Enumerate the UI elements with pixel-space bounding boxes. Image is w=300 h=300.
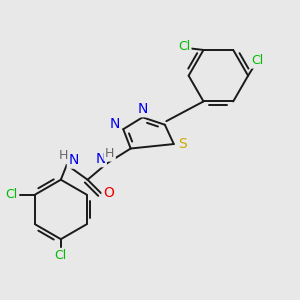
Text: H: H: [105, 147, 115, 161]
Text: S: S: [178, 137, 187, 151]
Text: O: O: [103, 186, 114, 200]
Text: N: N: [137, 102, 148, 116]
Text: Cl: Cl: [178, 40, 190, 53]
Text: Cl: Cl: [5, 188, 17, 201]
Text: H: H: [59, 149, 68, 162]
Text: N: N: [110, 117, 120, 131]
Text: Cl: Cl: [55, 249, 67, 262]
Text: N: N: [68, 153, 79, 167]
Text: N: N: [95, 152, 106, 166]
Text: Cl: Cl: [251, 54, 263, 67]
